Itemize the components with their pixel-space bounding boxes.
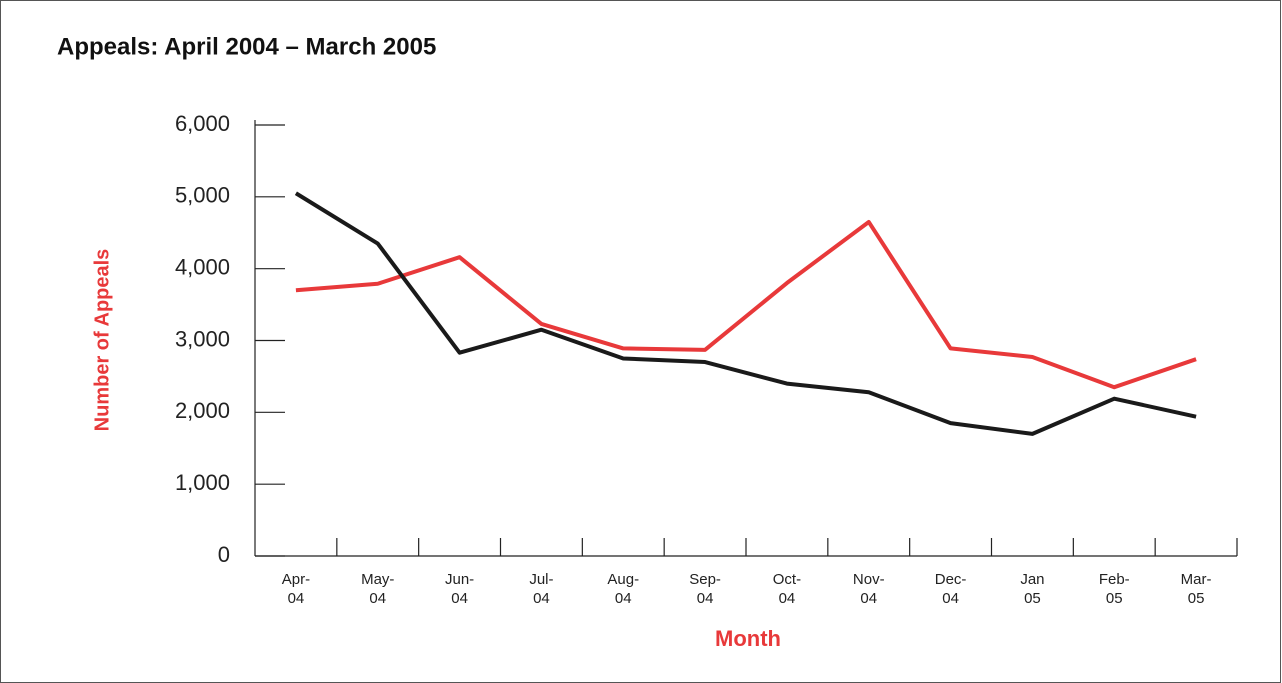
x-tick-label: 04 — [288, 590, 305, 607]
x-tick-label: 04 — [533, 590, 550, 607]
x-tick-label: 05 — [1106, 590, 1123, 607]
y-tick-label: 4,000 — [175, 254, 230, 279]
x-tick-label: Jul- — [529, 571, 553, 588]
x-tick-label: Oct- — [773, 571, 801, 588]
y-tick-label: 1,000 — [175, 470, 230, 495]
x-tick-label: May- — [361, 571, 394, 588]
x-tick-label: Mar- — [1181, 571, 1212, 588]
x-tick-label: 04 — [860, 590, 877, 607]
x-tick-label: Dec- — [935, 571, 967, 588]
x-tick-label: 04 — [369, 590, 386, 607]
x-tick-label: 04 — [451, 590, 468, 607]
x-tick-label: 04 — [779, 590, 796, 607]
x-tick-label: Sep- — [689, 571, 721, 588]
chart-title: Appeals: April 2004 – March 2005 — [57, 33, 436, 60]
y-tick-label: 0 — [218, 542, 230, 567]
x-tick-label: 05 — [1024, 590, 1041, 607]
x-tick-label: Feb- — [1099, 571, 1130, 588]
y-tick-label: 6,000 — [175, 111, 230, 136]
x-tick-label: Jun- — [445, 571, 474, 588]
line-series — [294, 191, 1197, 436]
x-axis-label: Month — [715, 626, 781, 651]
x-tick-label: Apr- — [282, 571, 310, 588]
x-tick-label: Jan — [1020, 571, 1044, 588]
x-tick-label: 04 — [942, 590, 959, 607]
y-tick-label: 2,000 — [175, 398, 230, 423]
x-tick-label: 05 — [1188, 590, 1205, 607]
x-tick-label: Aug- — [607, 571, 639, 588]
y-tick-label: 3,000 — [175, 326, 230, 351]
x-tick-label: 04 — [615, 590, 632, 607]
y-tick-label: 5,000 — [175, 183, 230, 208]
line-series — [295, 219, 1197, 390]
x-tick-label: 04 — [697, 590, 714, 607]
y-axis-label: Number of Appeals — [91, 249, 113, 432]
x-tick-label: Nov- — [853, 571, 885, 588]
